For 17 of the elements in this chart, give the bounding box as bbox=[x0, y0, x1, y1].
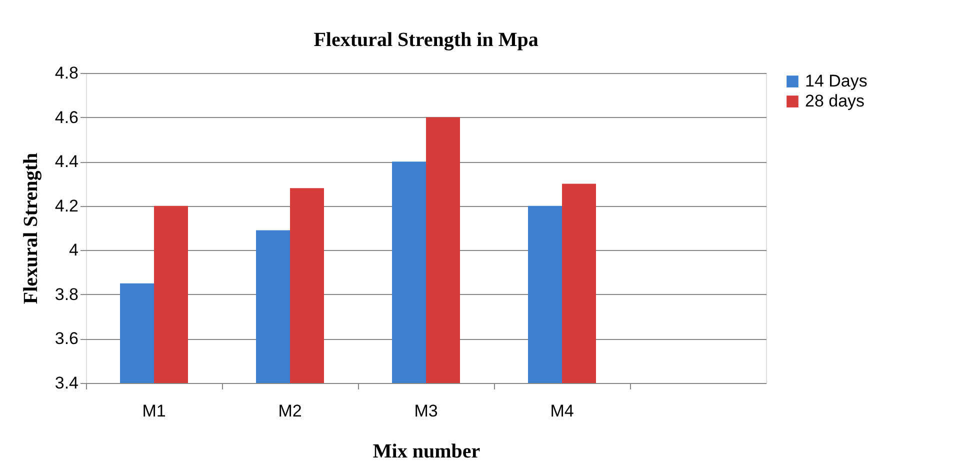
x-tick-label: M1 bbox=[142, 402, 166, 420]
x-tick-label: M2 bbox=[278, 402, 302, 420]
y-tick-label: 3.4 bbox=[54, 374, 78, 392]
y-tick-label: 4.2 bbox=[54, 196, 78, 216]
y-tick-label: 4.8 bbox=[54, 64, 78, 82]
y-tick-label: 4 bbox=[69, 240, 78, 260]
y-tick-label: 4.6 bbox=[54, 108, 78, 127]
y-tick-label: 3.8 bbox=[54, 284, 78, 304]
y-tick-label: 3.6 bbox=[54, 329, 78, 348]
y-axis-title: Flexural Strength bbox=[20, 152, 42, 304]
chart-title: Flextural Strength in Mpa bbox=[314, 29, 538, 51]
x-tick-label: M3 bbox=[414, 402, 438, 420]
legend-label: 14 Days bbox=[805, 72, 868, 90]
y-tick-label: 4.4 bbox=[54, 152, 78, 172]
legend-label: 28 days bbox=[805, 92, 865, 110]
x-axis-title: Mix number bbox=[372, 440, 480, 462]
x-tick-label: M4 bbox=[550, 402, 574, 420]
